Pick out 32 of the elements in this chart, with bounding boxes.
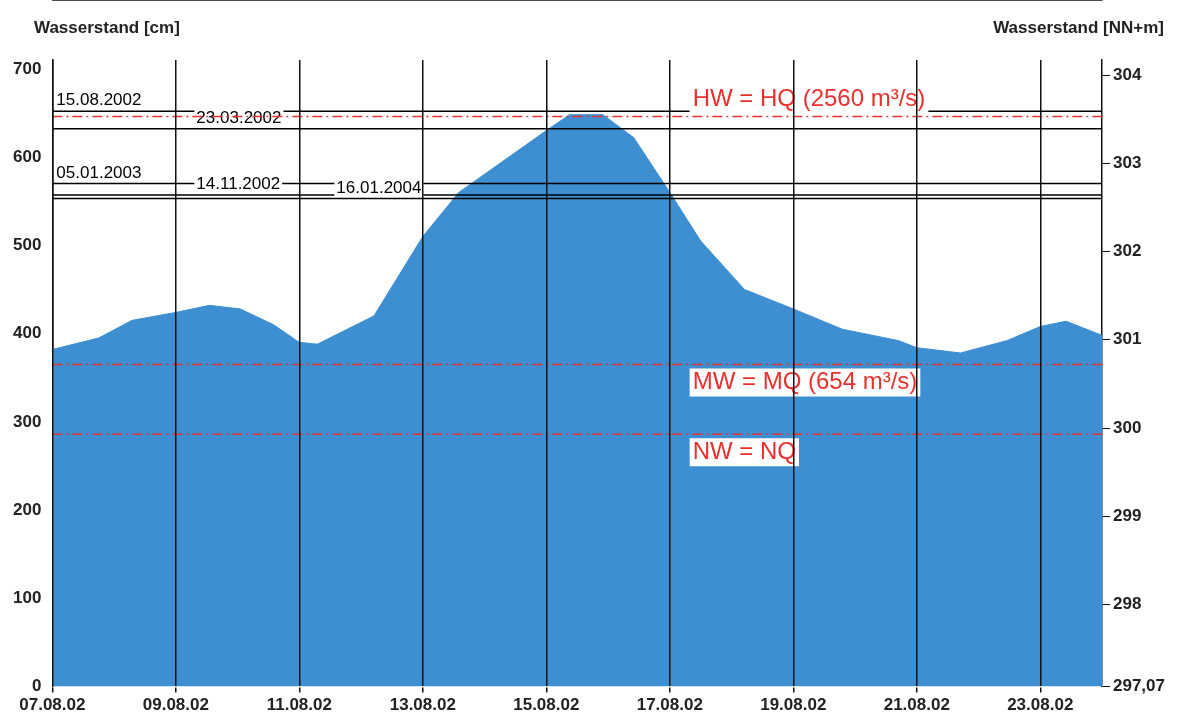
x-tick-label: 15.08.02 bbox=[513, 695, 580, 715]
x-tick-label: 19.08.02 bbox=[760, 695, 827, 715]
x-tick-label: 11.08.02 bbox=[266, 695, 332, 715]
y2-tick-label: 301 bbox=[1113, 329, 1142, 349]
y-tick-label: 300 bbox=[12, 411, 42, 431]
x-tick-label: 09.08.02 bbox=[142, 695, 209, 715]
y-tick-label: 700 bbox=[12, 58, 42, 78]
y2-tick-label: 299 bbox=[1113, 505, 1142, 525]
x-tick-label: 17.08.02 bbox=[636, 695, 703, 715]
y-tick-label: 600 bbox=[12, 146, 42, 166]
y-axis-title: Wasserstand [cm] bbox=[34, 18, 180, 38]
y2-tick-label: 303 bbox=[1113, 152, 1142, 172]
ref-line-label: 23.03.2002 bbox=[196, 108, 282, 128]
y2-tick-label: 298 bbox=[1113, 594, 1142, 614]
x-tick-label: 23.08.02 bbox=[1007, 695, 1074, 715]
y2-tick-label: 297,07 bbox=[1113, 676, 1165, 696]
y-tick-label: 400 bbox=[12, 323, 42, 343]
ref-line-label: 05.01.2003 bbox=[56, 162, 142, 182]
ref-line-label: 16.01.2004 bbox=[336, 177, 422, 197]
ref-line-label: 14.11.2002 bbox=[196, 174, 281, 194]
ref-line-label: 15.08.2002 bbox=[56, 90, 142, 110]
y-tick-label: 200 bbox=[12, 499, 42, 519]
x-tick-label: 13.08.02 bbox=[389, 695, 456, 715]
x-tick-label: 21.08.02 bbox=[883, 695, 950, 715]
y2-tick-label: 304 bbox=[1113, 64, 1142, 84]
x-tick-label: 07.08.02 bbox=[19, 695, 86, 715]
y2-tick-label: 300 bbox=[1113, 417, 1142, 437]
y-tick-label: 0 bbox=[31, 676, 42, 696]
y2-tick-label: 302 bbox=[1113, 241, 1142, 261]
y-tick-label: 500 bbox=[12, 235, 42, 255]
y2-axis-title: Wasserstand [NN+m] bbox=[993, 18, 1164, 38]
y-tick-label: 100 bbox=[12, 588, 42, 608]
